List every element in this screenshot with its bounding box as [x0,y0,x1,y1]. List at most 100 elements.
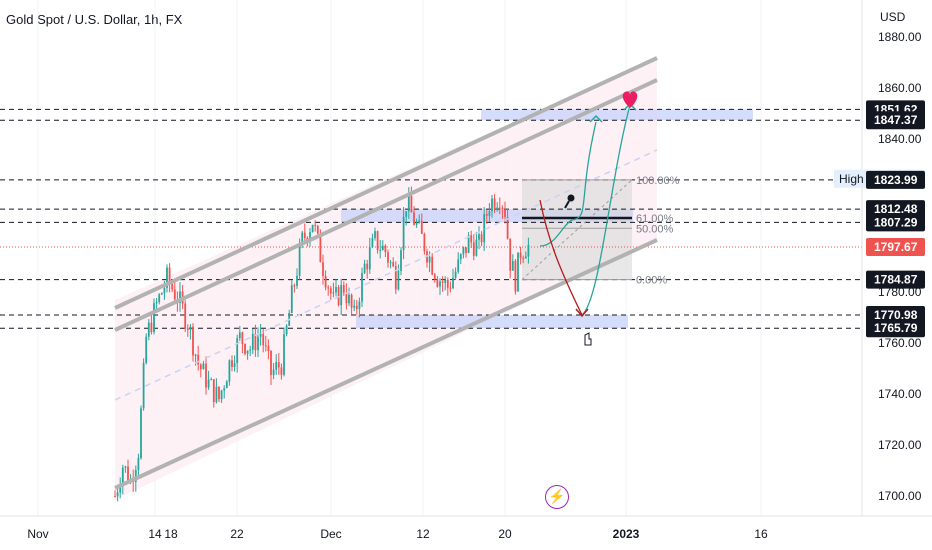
channel-midline [114,149,658,401]
candle-body [454,271,457,278]
candle-body [285,325,288,335]
candle-body [506,217,509,239]
candle-body [327,287,330,289]
fib-trendline [521,179,633,280]
candle-body [220,390,223,400]
candle-body [236,338,239,364]
price-tick-label: 1720.00 [878,438,922,452]
candle-body [324,276,327,288]
candle-body [335,287,337,293]
candle-body [283,334,285,375]
price-label-box [866,213,925,232]
candle-body [504,209,506,218]
candle-body [423,233,426,252]
candle-body [251,333,254,350]
price-label-box [866,270,925,289]
candle-body [509,238,512,271]
candle-body [275,362,278,370]
time-tick-label: Dec [320,527,341,541]
candle-body [475,239,478,256]
candle-body [155,302,158,304]
candle-body [137,458,140,470]
flash-icon[interactable]: ⚡ [545,485,569,509]
candle-body [212,379,215,403]
projection-path-up [539,219,573,247]
fib-level-label: 61.00% [636,213,674,225]
key-icon [567,194,575,202]
candle-body [140,408,142,459]
candle-body [493,198,496,210]
candle-body [262,333,265,346]
candle-body [207,379,210,388]
candle-body [267,345,270,351]
candle-body [402,216,405,251]
candle-body [431,256,434,275]
candle-body [407,195,410,212]
candle-body [462,247,465,255]
candle-body [194,354,197,356]
candle-body [405,211,408,217]
candle-body [436,279,439,287]
price-label: 1770.98 [874,308,918,322]
candle-body [348,294,350,304]
candle-body [301,232,304,245]
candle-body [480,234,483,243]
candle-body [280,367,283,375]
candle-body [374,231,376,239]
candle-body [488,211,491,216]
candle-body [483,214,486,243]
candle-body [353,305,356,308]
time-tick-label: 2023 [613,527,640,541]
projection-path-target-1 [571,121,597,221]
candle-body [366,263,369,270]
candle-body [439,281,441,287]
candle-body [254,333,257,351]
candle-body [241,332,244,345]
cursor-hand-icon [584,332,592,346]
candle-body [368,247,371,270]
candle-body [470,235,473,243]
candle-body [116,492,119,497]
candle-body [519,252,522,259]
candle-body [332,292,335,294]
time-tick-label: 14 [148,527,162,541]
time-tick-label: 12 [416,527,430,541]
candle-body [478,234,480,240]
candle-body [290,285,293,313]
high-tag-box [834,169,868,188]
price-label-box [866,111,925,130]
time-tick-label: 20 [498,527,512,541]
candle-body [384,245,387,253]
candle-body [517,252,519,292]
price-label: 1784.87 [874,273,918,287]
candle-body [238,332,241,339]
candle-body [160,293,163,295]
resistance-zone [481,109,753,121]
candle-body [340,285,343,306]
candle-body [309,232,311,242]
candle-body [452,277,454,289]
candle-body [410,195,413,213]
candle-body [218,386,220,400]
candle-body [418,220,421,223]
candle-body [257,336,259,351]
candle-body [179,291,181,303]
price-label: 1797.67 [874,240,918,254]
candle-body [358,301,361,309]
candle-body [215,386,218,403]
candle-body [472,242,475,256]
candle-body [127,466,129,483]
candle-body [270,350,272,376]
candle-body [441,281,444,283]
candle-body [400,250,402,271]
candle-body [173,289,176,300]
candle-body [415,222,418,225]
candle-body [485,214,488,216]
fib-level-label: 100.00% [636,175,680,187]
key-icon [564,200,570,209]
candle-body [379,250,382,252]
high-tag-label: High [839,172,864,186]
price-tick-label: 1740.00 [878,387,922,401]
candle-body [361,273,363,302]
